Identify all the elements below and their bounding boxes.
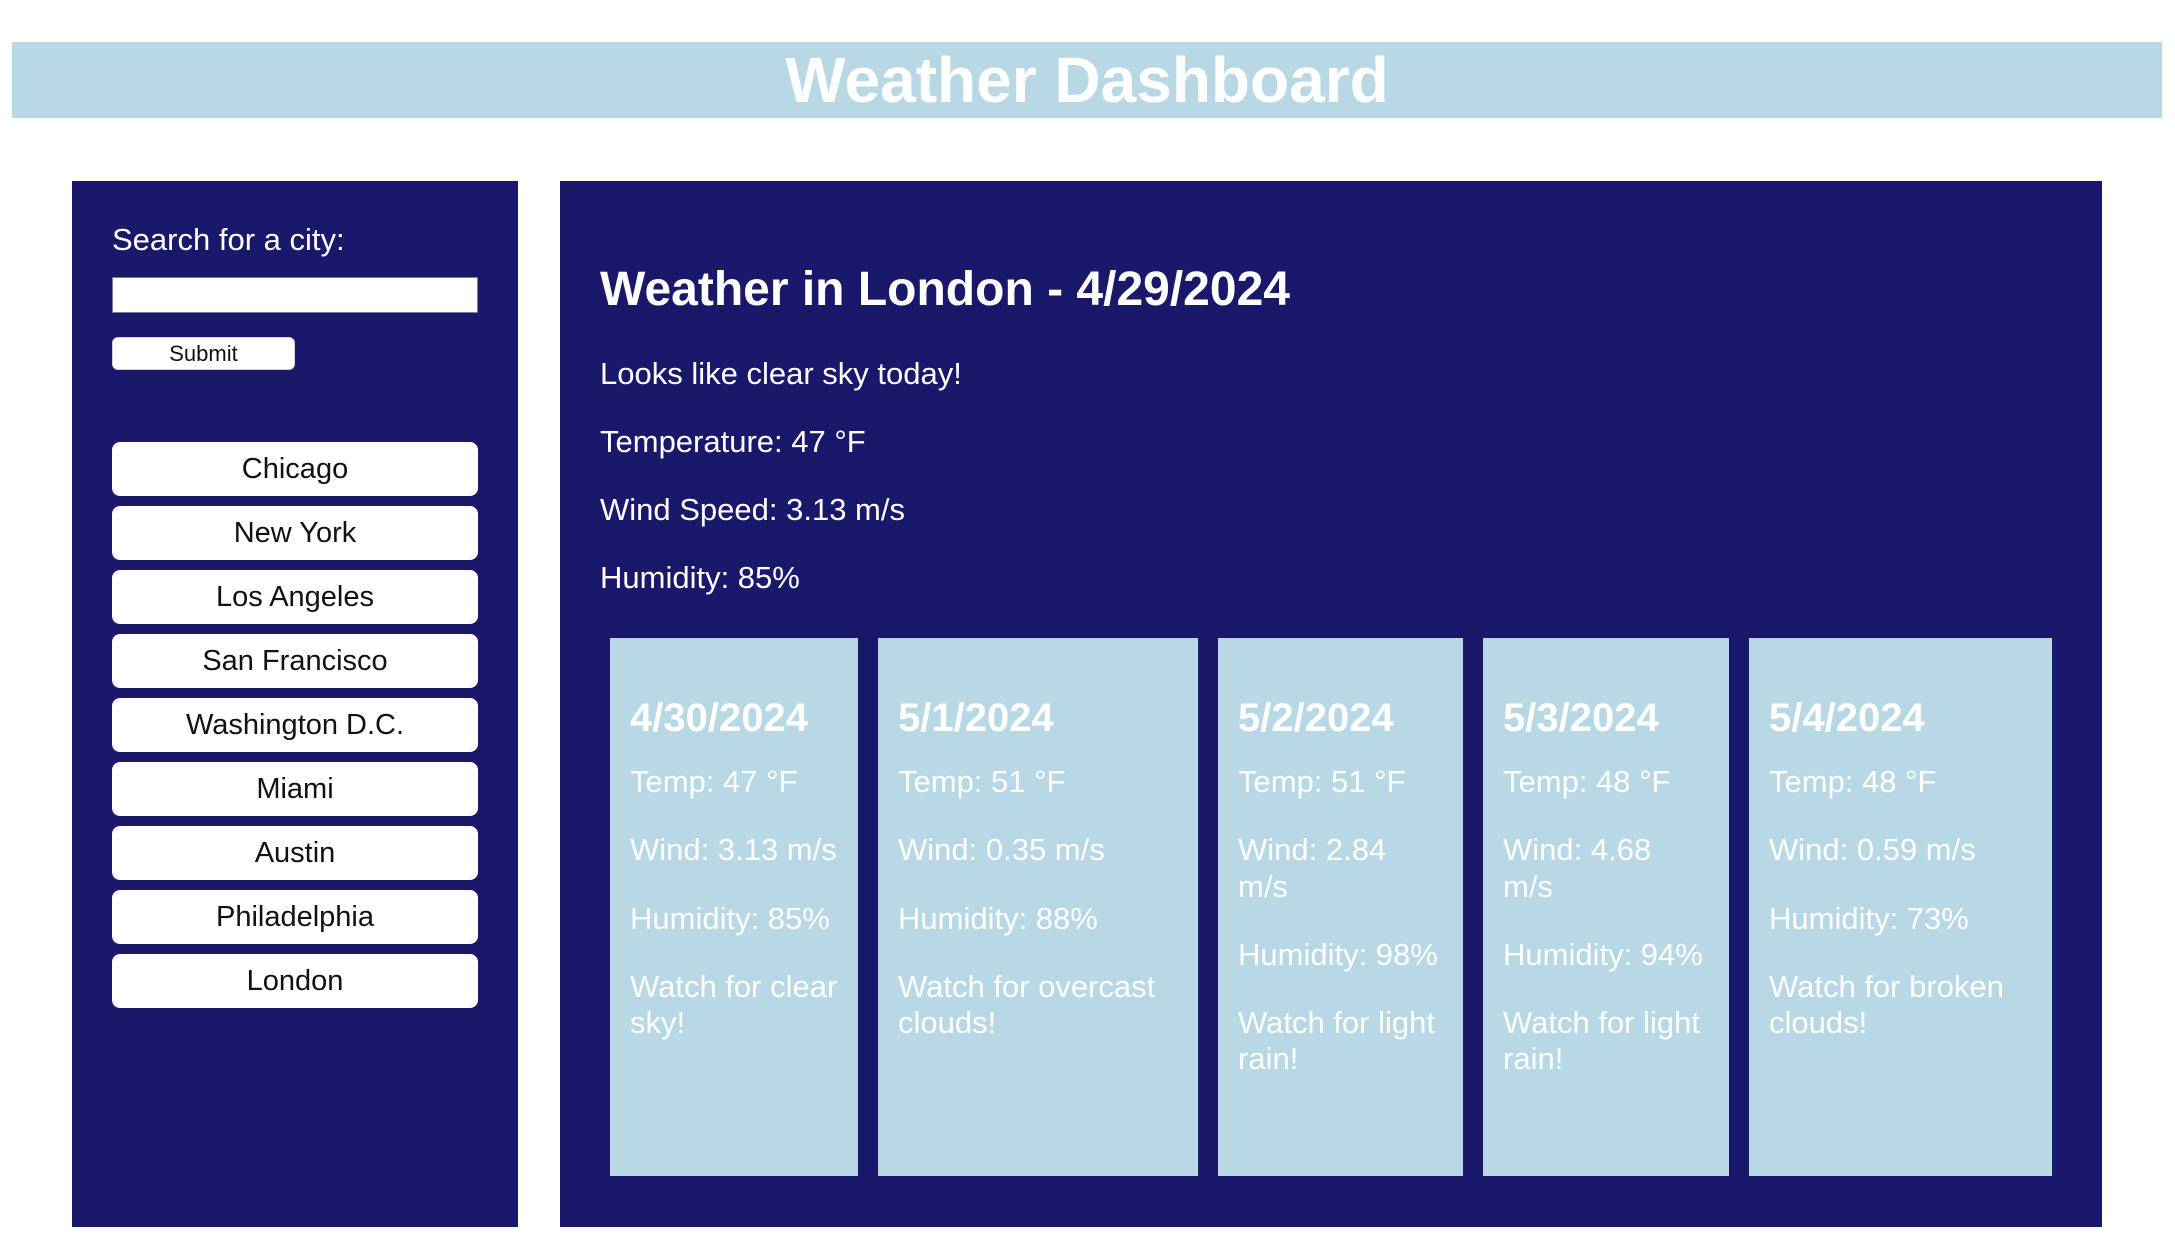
city-button-los-angeles[interactable]: Los Angeles [112,570,478,624]
city-button-london[interactable]: London [112,954,478,1008]
forecast-wind: Wind: 4.68 m/s [1503,832,1652,904]
submit-button[interactable]: Submit [112,337,295,370]
forecast-humidity: Humidity: 98% [1238,936,1438,972]
forecast-date: 5/2/2024 [1238,696,1394,740]
forecast-wind: Wind: 2.84 m/s [1238,832,1387,904]
search-label: Search for a city: [112,222,345,257]
forecast-date: 5/3/2024 [1503,696,1659,740]
city-button-philadelphia[interactable]: Philadelphia [112,890,478,944]
forecast-date: 5/4/2024 [1769,696,1925,740]
search-sidebar: Search for a city: Submit Chicago New Yo… [72,181,518,1227]
forecast-card: 4/30/2024 Temp: 47 °F Wind: 3.13 m/s Hum… [610,638,858,1176]
forecast-temp: Temp: 47 °F [630,764,798,799]
forecast-humidity: Humidity: 88% [898,900,1098,936]
current-wind-speed: Wind Speed: 3.13 m/s [600,492,905,527]
forecast-card: 5/4/2024 Temp: 48 °F Wind: 0.59 m/s Humi… [1749,638,2052,1176]
forecast-humidity: Humidity: 73% [1769,900,1969,936]
forecast-note: Watch for light rain! [1503,1005,1700,1077]
forecast-wind: Wind: 0.59 m/s [1769,832,1976,868]
city-history-list: Chicago New York Los Angeles San Francis… [112,442,478,1018]
current-summary: Looks like clear sky today! [600,356,962,391]
forecast-note: Watch for clear sky! [630,968,838,1041]
current-humidity: Humidity: 85% [600,560,800,595]
forecast-card: 5/2/2024 Temp: 51 °F Wind: 2.84 m/s Humi… [1218,638,1463,1176]
forecast-date: 4/30/2024 [630,696,808,740]
forecast-wind: Wind: 3.13 m/s [630,832,837,868]
page-header: Weather Dashboard [12,42,2162,118]
forecast-wind: Wind: 0.35 m/s [898,832,1105,868]
city-button-new-york[interactable]: New York [112,506,478,560]
forecast-card: 5/3/2024 Temp: 48 °F Wind: 4.68 m/s Humi… [1483,638,1729,1176]
forecast-note: Watch for broken clouds! [1769,968,2004,1041]
current-weather-title: Weather in London - 4/29/2024 [600,263,1290,316]
city-button-miami[interactable]: Miami [112,762,478,816]
city-button-austin[interactable]: Austin [112,826,478,880]
forecast-card: 5/1/2024 Temp: 51 °F Wind: 0.35 m/s Humi… [878,638,1198,1176]
forecast-note: Watch for light rain! [1238,1005,1435,1077]
forecast-temp: Temp: 48 °F [1503,764,1671,799]
city-button-san-francisco[interactable]: San Francisco [112,634,478,688]
forecast-date: 5/1/2024 [898,696,1054,740]
current-temperature: Temperature: 47 °F [600,424,866,459]
forecast-temp: Temp: 51 °F [1238,764,1406,799]
forecast-humidity: Humidity: 85% [630,900,830,936]
page-title: Weather Dashboard [785,44,1389,116]
city-button-chicago[interactable]: Chicago [112,442,478,496]
weather-main-panel: Weather in London - 4/29/2024 Looks like… [560,181,2102,1227]
city-button-washington-dc[interactable]: Washington D.C. [112,698,478,752]
forecast-temp: Temp: 48 °F [1769,764,1937,799]
forecast-humidity: Humidity: 94% [1503,936,1703,972]
city-search-input[interactable] [112,277,478,313]
forecast-note: Watch for overcast clouds! [898,968,1156,1041]
forecast-temp: Temp: 51 °F [898,764,1066,799]
